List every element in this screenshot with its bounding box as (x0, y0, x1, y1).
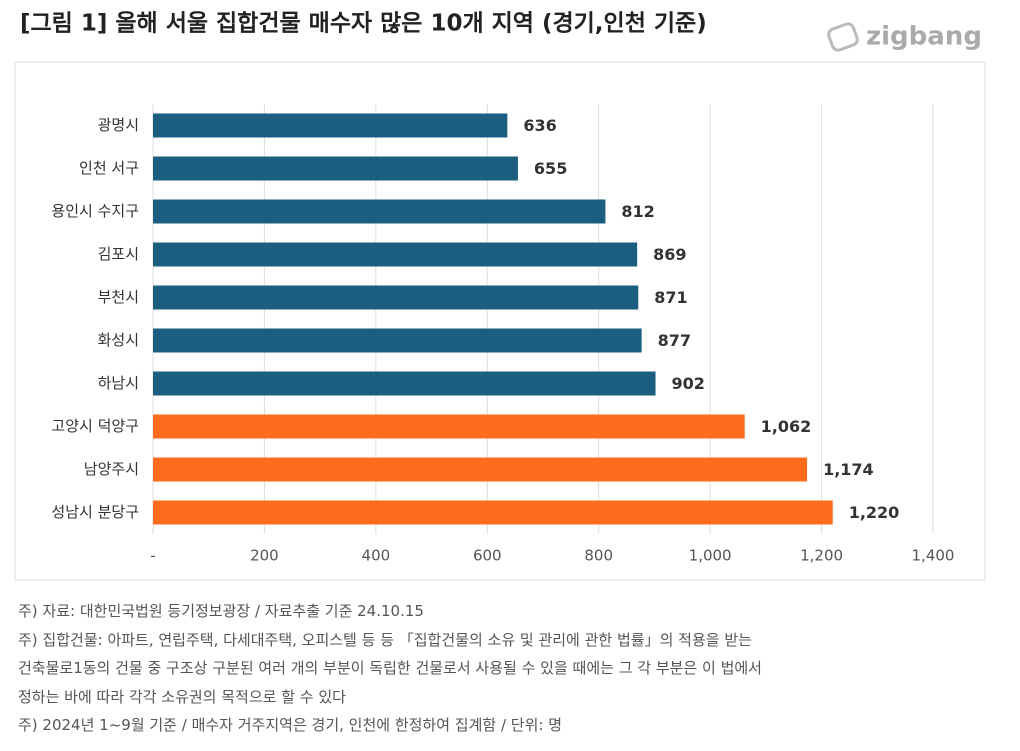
footnote: 주) 자료: 대한민국법원 등기정보광장 / 자료추출 기준 24.10.15 (18, 602, 424, 620)
y-tick-label: 하남시 (98, 374, 139, 392)
value-label: 871 (654, 288, 687, 307)
value-label: 869 (653, 245, 686, 264)
bar (153, 156, 518, 181)
value-label: 655 (534, 159, 567, 178)
chart-frame (14, 61, 986, 581)
bar (153, 328, 642, 353)
y-tick-label: 고양시 덕양구 (51, 417, 139, 435)
bar (153, 199, 606, 224)
y-tick-label: 남양주시 (84, 460, 139, 478)
bar (153, 371, 656, 396)
x-tick-label: 400 (362, 547, 391, 565)
footnote: 주) 집합건물: 아파트, 연립주택, 다세대주택, 오피스텔 등 등 「집합건… (18, 630, 752, 649)
x-tick-label: 1,400 (912, 547, 955, 565)
chart-title: [그림 1] 올해 서울 집합건물 매수자 많은 10개 지역 (경기,인천 기… (20, 11, 707, 37)
value-label: 1,174 (823, 460, 874, 479)
footnote: 주) 2024년 1~9월 기준 / 매수자 거주지역은 경기, 인천에 한정하… (18, 716, 562, 734)
footnote: 건축물로1동의 건물 중 구조상 구분된 여러 개의 부분이 독립한 건물로서 … (18, 659, 762, 677)
value-label: 636 (523, 116, 556, 135)
chart: [그림 1] 올해 서울 집합건물 매수자 많은 10개 지역 (경기,인천 기… (14, 11, 986, 581)
y-tick-label: 부천시 (98, 288, 139, 306)
logo-icon (827, 22, 859, 52)
x-tick-label: - (150, 547, 155, 565)
y-tick-label: 성남시 분당구 (51, 503, 139, 521)
bar (153, 242, 638, 267)
x-tick-label: 1,000 (689, 547, 732, 565)
footnote: 정하는 바에 따라 각각 소유권의 목적으로 할 수 있다 (18, 687, 346, 706)
bar (153, 457, 808, 482)
y-tick-label: 김포시 (98, 245, 139, 263)
y-tick-label: 광명시 (98, 116, 139, 134)
brand-name: zigbang (866, 22, 982, 52)
brand-logo: zigbang (827, 22, 982, 52)
value-label: 1,220 (849, 503, 900, 522)
x-tick-label: 200 (250, 547, 279, 565)
y-tick-label: 인천 서구 (79, 159, 139, 177)
y-tick-label: 용인시 수지구 (51, 202, 139, 220)
value-label: 902 (672, 374, 705, 393)
bar (153, 285, 639, 310)
y-tick-label: 화성시 (98, 331, 139, 349)
x-tick-label: 800 (584, 547, 613, 565)
bar (153, 500, 833, 525)
value-label: 1,062 (761, 417, 812, 436)
value-label: 812 (621, 202, 654, 221)
x-tick-label: 600 (473, 547, 502, 565)
bar (153, 113, 508, 138)
value-label: 877 (658, 331, 691, 350)
bar (153, 414, 745, 439)
x-tick-label: 1,200 (800, 547, 843, 565)
